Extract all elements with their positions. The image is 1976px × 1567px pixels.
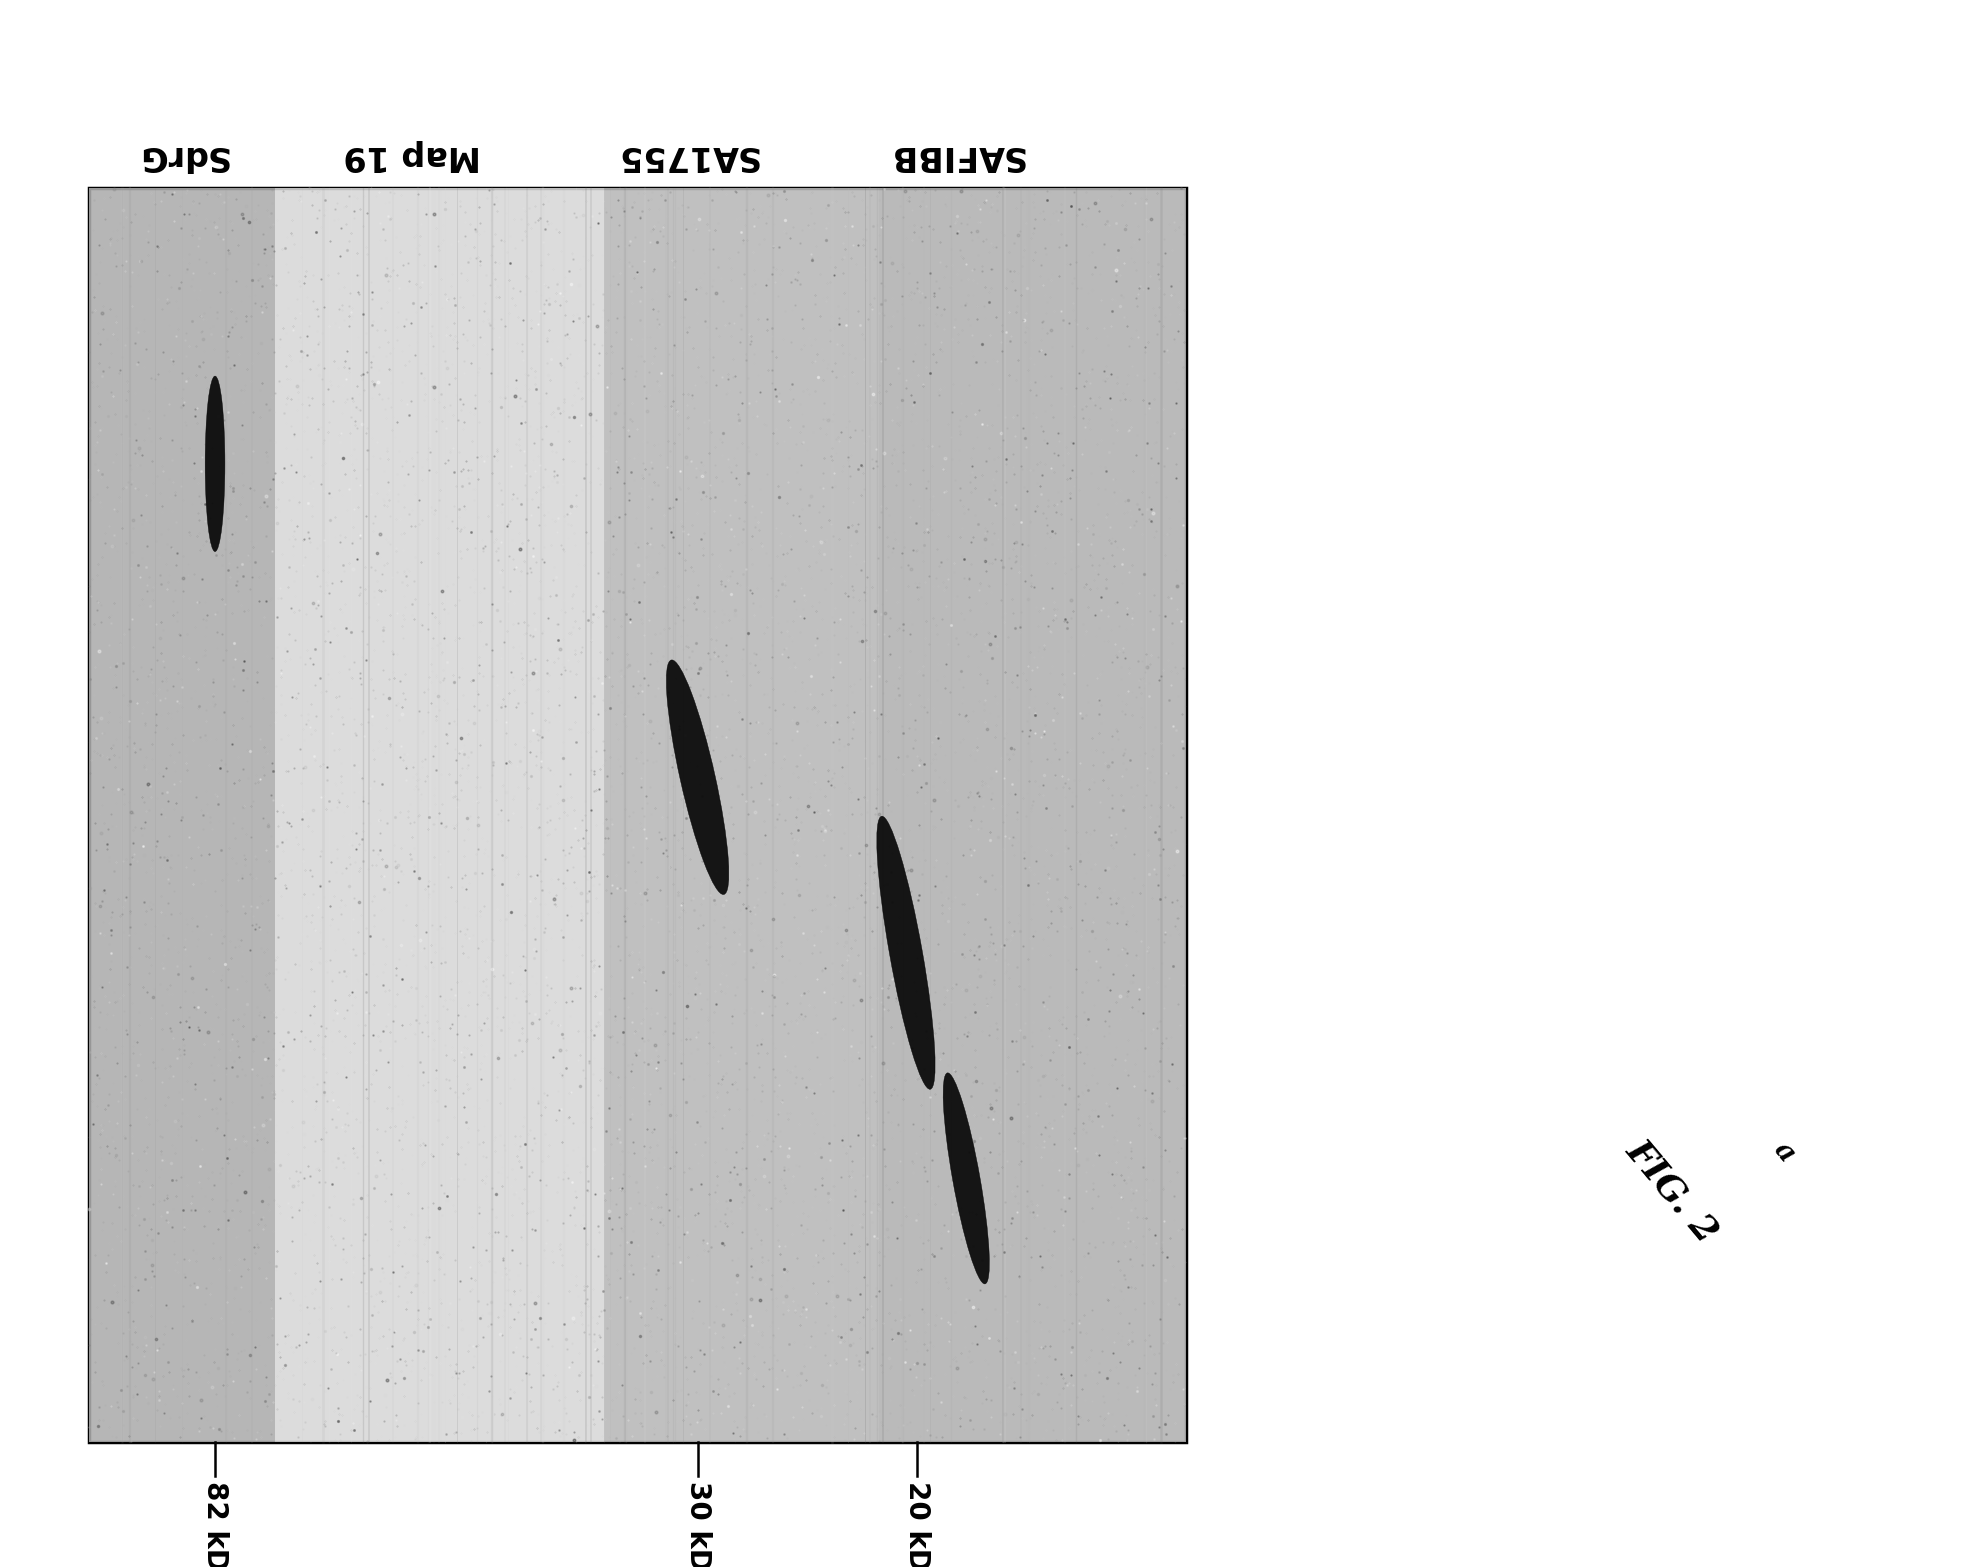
Bar — [879, 188, 1186, 1442]
Ellipse shape — [206, 376, 225, 552]
Ellipse shape — [877, 816, 935, 1089]
Ellipse shape — [943, 1073, 990, 1283]
Ellipse shape — [666, 660, 729, 895]
Text: 30 kDa: 30 kDa — [684, 1481, 711, 1567]
Bar — [275, 188, 605, 1442]
Text: SdrG: SdrG — [136, 139, 227, 172]
Bar — [89, 188, 275, 1442]
Text: SA1755: SA1755 — [615, 139, 759, 172]
Bar — [89, 188, 1186, 1442]
Text: 82 kDa: 82 kDa — [202, 1481, 229, 1567]
Text: Map 19: Map 19 — [344, 139, 482, 172]
Text: a: a — [1769, 1136, 1800, 1167]
Text: SAFIBB: SAFIBB — [887, 139, 1024, 172]
Text: FIG. 2: FIG. 2 — [1620, 1133, 1725, 1249]
Text: 20 kDa: 20 kDa — [903, 1481, 931, 1567]
Bar — [605, 188, 879, 1442]
